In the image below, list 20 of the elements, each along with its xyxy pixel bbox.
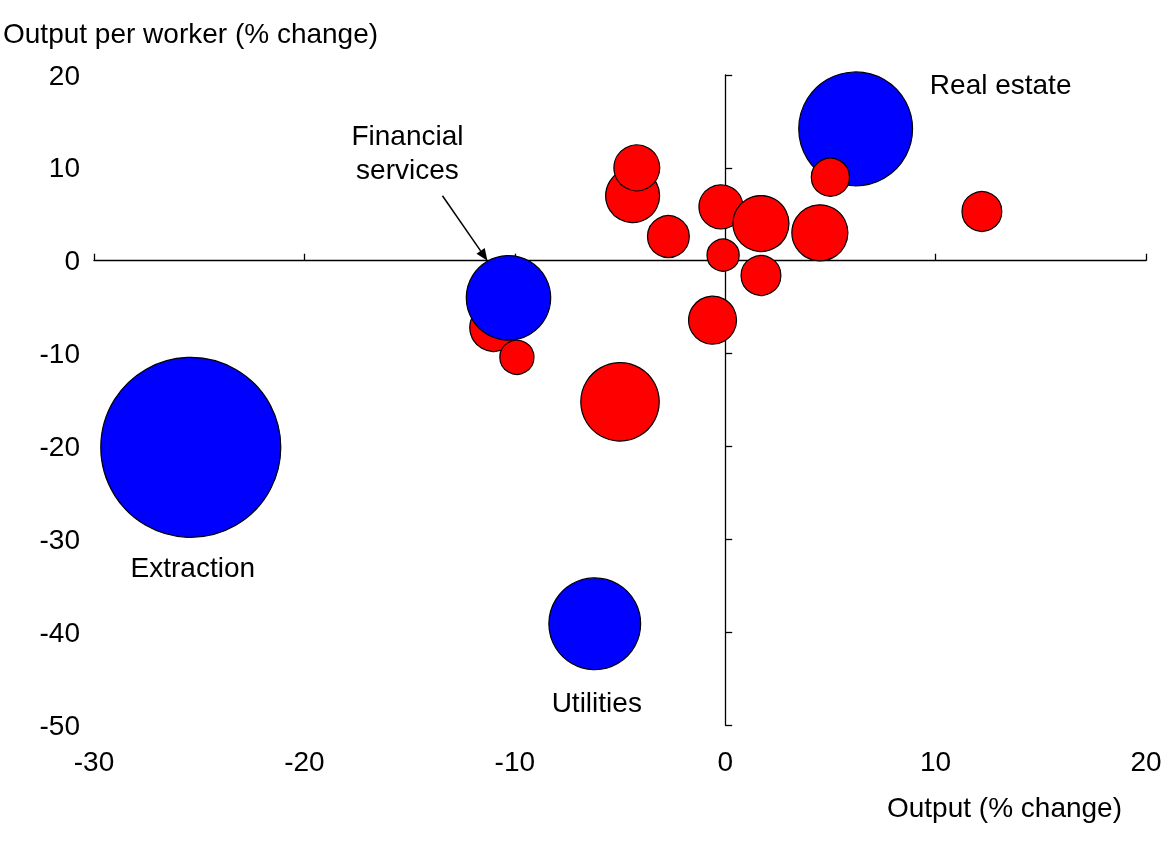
y-tick-label: -30	[39, 523, 80, 555]
y-tick-label: 0	[64, 245, 80, 277]
y-tick-label: 20	[48, 59, 80, 91]
x-axis-title: Output (% change)	[886, 791, 1122, 823]
y-tick-label: -40	[39, 616, 80, 648]
y-axis-title: Output per worker (% change)	[3, 17, 379, 49]
x-tick-label: -30	[73, 745, 115, 777]
x-tick-label: 20	[1130, 745, 1162, 777]
annotation: Real estate	[929, 69, 1072, 101]
x-tick-label: 0	[717, 745, 733, 777]
x-tick-label: 10	[920, 745, 952, 777]
y-tick-label: 10	[48, 152, 80, 184]
annotation: Financial services	[351, 120, 464, 186]
annotation: Extraction	[130, 551, 256, 583]
x-tick-label: -10	[494, 745, 536, 777]
annotation: Utilities	[551, 687, 642, 719]
y-tick-label: -20	[39, 430, 80, 462]
y-tick-label: -50	[39, 709, 80, 741]
x-tick-label: -20	[284, 745, 325, 777]
y-tick-label: -10	[39, 338, 80, 370]
